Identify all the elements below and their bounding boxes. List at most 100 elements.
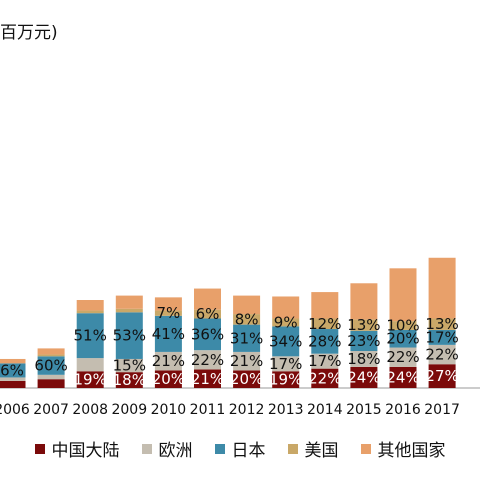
data-label: 7%	[157, 304, 181, 322]
data-label: 21%	[191, 370, 224, 388]
data-label: 17%	[425, 328, 458, 346]
legend-swatch	[34, 443, 45, 454]
data-label: 17%	[308, 352, 341, 370]
bar-segment-2017-其他国家	[428, 257, 456, 319]
data-label: 60%	[34, 357, 67, 375]
x-tick-label: 2013	[268, 402, 304, 418]
bar-segment-2017-中国大陆	[428, 364, 456, 388]
bar-segment-2011-美国	[194, 309, 221, 319]
bar-segment-2014-其他国家	[311, 292, 339, 319]
x-tick-label: 2008	[72, 402, 108, 418]
data-label: 19%	[269, 371, 302, 389]
data-label: 13%	[347, 316, 380, 334]
bar-segment-2012-欧洲	[233, 351, 261, 371]
bar-segment-2016-美国	[389, 321, 417, 330]
data-label: 17%	[269, 355, 302, 373]
data-label: 27%	[425, 367, 458, 385]
data-label: 22%	[191, 351, 224, 369]
bar-segment-2011-其他国家	[194, 288, 221, 310]
data-label: 21%	[152, 352, 185, 370]
x-tick-label: 2009	[111, 402, 147, 418]
data-label: 12%	[308, 315, 341, 333]
bar-segment-2014-中国大陆	[311, 368, 339, 388]
bar-segment-2015-欧洲	[350, 351, 378, 367]
legend-item: 欧洲	[141, 436, 193, 461]
data-label: 20%	[386, 330, 419, 348]
bar-segment-2010-欧洲	[154, 351, 182, 371]
stacked-bar-chart: 2006200720082009201020112012201320142015…	[0, 257, 480, 418]
bar-segment-2017-美国	[428, 318, 456, 330]
data-label: 18%	[347, 350, 380, 368]
bar-segment-2007-欧洲	[37, 374, 65, 380]
bar-segment-2012-美国	[233, 314, 261, 325]
data-label: 18%	[113, 371, 146, 389]
legend-swatch	[287, 443, 298, 454]
data-label: 23%	[347, 332, 380, 350]
x-tick-label: 2007	[33, 402, 69, 418]
bar-segment-2007-日本	[37, 356, 65, 375]
legend-item: 其他国家	[360, 436, 446, 461]
legend-swatch	[214, 443, 225, 454]
data-label: 6%	[0, 361, 24, 379]
x-tick-label: 2012	[229, 402, 265, 418]
data-label: 13%	[425, 315, 458, 333]
legend-item: 美国	[287, 436, 339, 461]
x-tick-label: 2010	[151, 402, 187, 418]
bar-segment-2010-中国大陆	[154, 370, 182, 388]
bar-segment-2013-欧洲	[272, 356, 300, 372]
legend-label: 美国	[304, 441, 339, 461]
legend-label: 日本	[231, 441, 266, 461]
bar-segment-2013-中国大陆	[272, 371, 300, 388]
bar-segment-2012-其他国家	[233, 295, 261, 315]
data-label: 20%	[230, 370, 263, 388]
bar-segment-2013-美国	[272, 318, 300, 327]
data-label: 9%	[274, 313, 298, 331]
data-label: 24%	[347, 368, 380, 386]
legend-swatch	[141, 443, 152, 454]
bar-segment-2015-日本	[350, 330, 378, 352]
x-tick-label: 2014	[307, 402, 343, 418]
bar-segment-2009-其他国家	[115, 295, 143, 309]
bar-segment-2017-日本	[428, 329, 456, 345]
bar-segment-2007-其他国家	[37, 348, 65, 355]
legend-swatch	[360, 443, 371, 454]
bar-segment-2016-欧洲	[389, 347, 417, 367]
x-tick-label: 2006	[0, 402, 30, 418]
x-tick-label: 2016	[385, 402, 421, 418]
bar-segment-2008-日本	[76, 313, 104, 359]
bar-segment-2016-其他国家	[389, 268, 417, 322]
bar-segment-2015-其他国家	[350, 283, 378, 320]
bar-segment-2015-中国大陆	[350, 366, 378, 388]
data-label: 31%	[230, 329, 263, 347]
legend-item: 日本	[214, 436, 266, 461]
data-label: 22%	[308, 369, 341, 387]
legend-label: 欧洲	[158, 441, 193, 461]
bar-segment-2016-日本	[389, 329, 417, 348]
bar-segment-2006-其他国家	[0, 358, 26, 364]
data-label: 19%	[74, 371, 107, 389]
bar-segment-2008-中国大陆	[76, 371, 104, 388]
data-label: 22%	[425, 346, 458, 364]
data-label: 34%	[269, 332, 302, 350]
data-label: 6%	[196, 305, 220, 323]
bar-segment-2014-欧洲	[311, 353, 339, 369]
bar-segment-2008-其他国家	[76, 300, 104, 311]
legend-label: 其他国家	[377, 441, 446, 461]
bar-segment-2013-其他国家	[272, 296, 300, 319]
x-tick-label: 2017	[424, 402, 460, 418]
bar-segment-2007-美国	[37, 354, 65, 357]
legend-item: 中国大陆	[34, 436, 120, 461]
bar-segment-2016-中国大陆	[389, 366, 417, 388]
bar-segment-2008-欧洲	[76, 358, 104, 372]
bar-segment-2009-日本	[115, 312, 143, 359]
bar-segment-2009-美国	[115, 308, 143, 313]
bar-segment-2012-中国大陆	[233, 370, 261, 388]
data-label: 28%	[308, 332, 341, 350]
data-label: 8%	[235, 310, 259, 328]
data-label: 24%	[386, 368, 419, 386]
unit-label: 百万元)	[0, 23, 58, 43]
bar-segment-2015-美国	[350, 319, 378, 331]
bar-segment-2006-日本	[0, 363, 26, 378]
data-label: 53%	[113, 327, 146, 345]
data-label: 21%	[230, 352, 263, 370]
